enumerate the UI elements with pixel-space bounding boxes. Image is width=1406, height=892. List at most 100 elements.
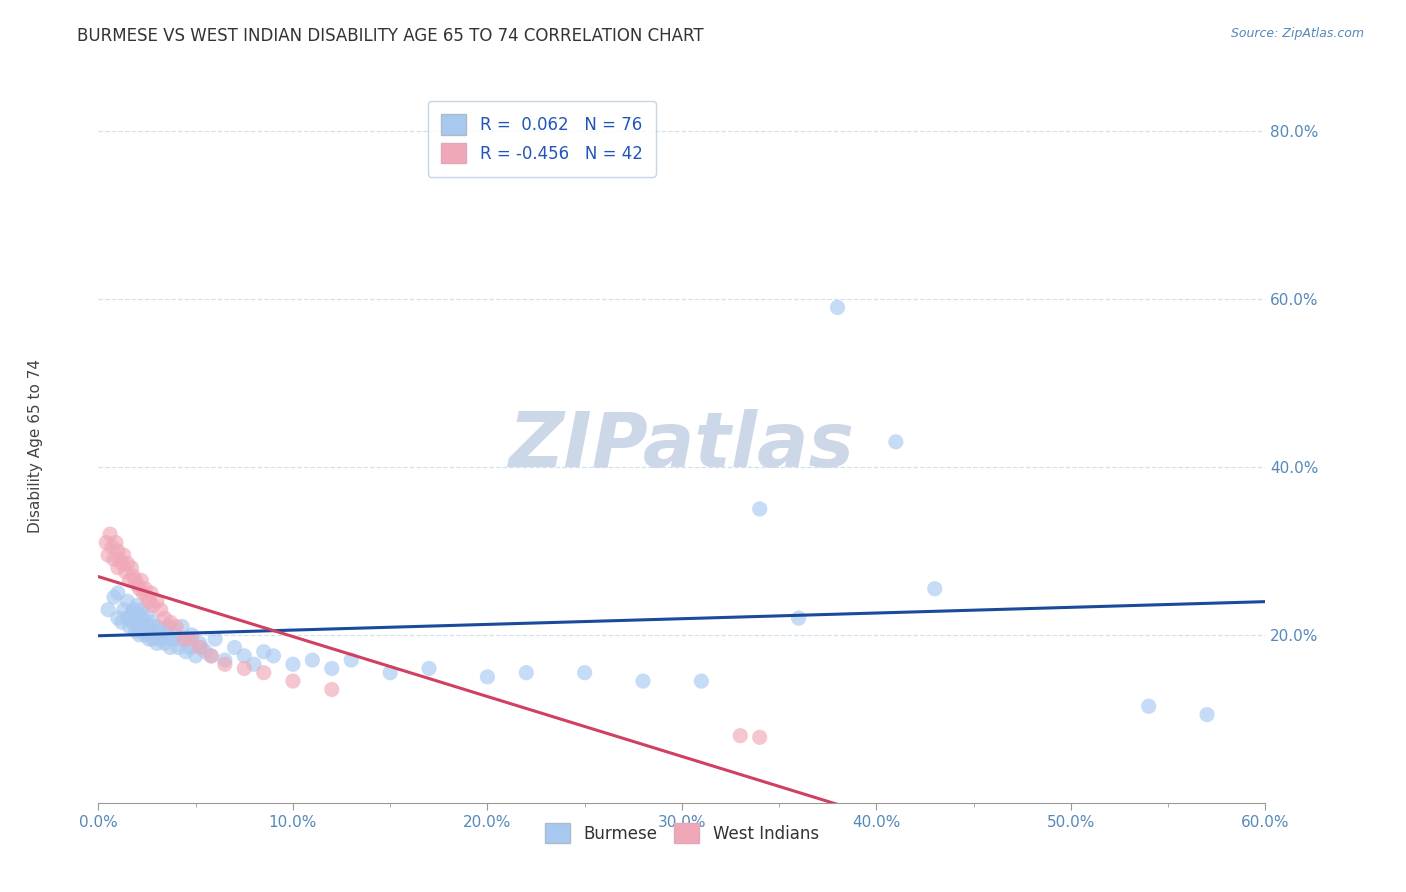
Point bbox=[132, 586, 155, 600]
Point bbox=[117, 557, 139, 571]
Point bbox=[127, 619, 149, 633]
Text: ZIPatlas: ZIPatlas bbox=[509, 409, 855, 483]
Point bbox=[730, 729, 752, 743]
Point bbox=[188, 640, 211, 655]
Point bbox=[200, 648, 222, 663]
Point bbox=[690, 674, 713, 689]
Point bbox=[924, 582, 946, 596]
Point bbox=[128, 582, 150, 596]
Point bbox=[194, 645, 217, 659]
Point bbox=[253, 645, 276, 659]
Point bbox=[149, 603, 172, 617]
Point bbox=[214, 657, 236, 672]
Point bbox=[108, 552, 131, 566]
Point bbox=[139, 619, 162, 633]
Point bbox=[165, 619, 187, 633]
Point bbox=[111, 615, 134, 630]
Point bbox=[132, 611, 155, 625]
Point bbox=[136, 619, 159, 633]
Point bbox=[136, 590, 159, 604]
Point bbox=[98, 527, 121, 541]
Point bbox=[124, 624, 146, 638]
Point bbox=[253, 665, 276, 680]
Point bbox=[142, 599, 165, 613]
Point bbox=[321, 682, 343, 697]
Point bbox=[233, 661, 256, 675]
Point bbox=[142, 632, 165, 646]
Point bbox=[152, 624, 174, 638]
Point bbox=[96, 535, 118, 549]
Point bbox=[142, 615, 165, 630]
Point bbox=[118, 574, 141, 588]
Point bbox=[153, 636, 176, 650]
Point bbox=[748, 731, 770, 745]
Point bbox=[477, 670, 499, 684]
Point bbox=[112, 548, 135, 562]
Point bbox=[122, 615, 145, 630]
Point bbox=[165, 628, 187, 642]
Point bbox=[146, 636, 169, 650]
Point bbox=[321, 661, 343, 675]
Point bbox=[167, 640, 190, 655]
Point bbox=[177, 632, 200, 646]
Point bbox=[104, 535, 127, 549]
Point bbox=[118, 619, 141, 633]
Point bbox=[184, 648, 207, 663]
Point bbox=[129, 574, 152, 588]
Point bbox=[1195, 707, 1218, 722]
Point bbox=[136, 607, 159, 621]
Point bbox=[190, 640, 212, 655]
Point bbox=[155, 628, 177, 642]
Point bbox=[149, 632, 172, 646]
Point bbox=[114, 565, 136, 579]
Point bbox=[188, 636, 211, 650]
Point bbox=[153, 611, 176, 625]
Point bbox=[121, 560, 143, 574]
Point bbox=[180, 632, 202, 646]
Y-axis label: Disability Age 65 to 74: Disability Age 65 to 74 bbox=[28, 359, 42, 533]
Point bbox=[122, 603, 145, 617]
Point bbox=[827, 301, 849, 315]
Point bbox=[107, 560, 129, 574]
Point bbox=[97, 548, 120, 562]
Point bbox=[204, 632, 226, 646]
Point bbox=[159, 640, 181, 655]
Text: BURMESE VS WEST INDIAN DISABILITY AGE 65 TO 74 CORRELATION CHART: BURMESE VS WEST INDIAN DISABILITY AGE 65… bbox=[77, 27, 704, 45]
Point bbox=[134, 628, 156, 642]
Point bbox=[138, 594, 160, 608]
Point bbox=[170, 619, 193, 633]
Point bbox=[631, 674, 654, 689]
Point bbox=[380, 665, 402, 680]
Point bbox=[139, 586, 162, 600]
Point bbox=[884, 434, 907, 449]
Point bbox=[748, 502, 770, 516]
Point bbox=[340, 653, 363, 667]
Point bbox=[132, 624, 155, 638]
Point bbox=[179, 640, 201, 655]
Text: Source: ZipAtlas.com: Source: ZipAtlas.com bbox=[1230, 27, 1364, 40]
Point bbox=[146, 594, 169, 608]
Legend: Burmese, West Indians: Burmese, West Indians bbox=[537, 814, 827, 852]
Point bbox=[173, 632, 195, 646]
Point bbox=[103, 552, 125, 566]
Point bbox=[103, 590, 125, 604]
Point bbox=[159, 615, 181, 630]
Point bbox=[174, 645, 197, 659]
Point bbox=[418, 661, 440, 675]
Point bbox=[128, 628, 150, 642]
Point bbox=[127, 599, 149, 613]
Point bbox=[214, 653, 236, 667]
Point bbox=[1137, 699, 1160, 714]
Point bbox=[233, 648, 256, 663]
Point bbox=[162, 632, 184, 646]
Point bbox=[787, 611, 810, 625]
Point bbox=[127, 577, 149, 591]
Point bbox=[112, 603, 135, 617]
Point bbox=[169, 632, 191, 646]
Point bbox=[243, 657, 266, 672]
Point bbox=[180, 628, 202, 642]
Point bbox=[281, 674, 304, 689]
Point bbox=[107, 586, 129, 600]
Point bbox=[127, 607, 149, 621]
Point bbox=[262, 648, 284, 663]
